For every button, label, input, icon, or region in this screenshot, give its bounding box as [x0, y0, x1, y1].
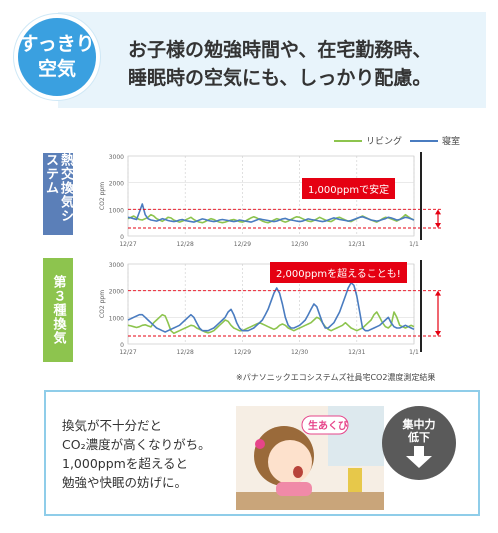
y-tick-label: 3000 [109, 262, 124, 269]
concentration-drop-badge: 集中力 低下 [382, 406, 456, 480]
headline: お子様の勉強時間や、在宅勤務時、 睡眠時の空気にも、しっかり配慮。 [128, 36, 488, 92]
circle-line1: 集中力 [402, 418, 436, 431]
window-frame [328, 406, 384, 466]
panel-text: 換気が不十分だと CO₂濃度が高くなりがち。 1,000ppmを超えると 勉強や… [62, 416, 211, 492]
x-tick-label: 12/27 [119, 349, 136, 356]
y-tick-label: 2000 [109, 289, 124, 296]
y-tick-label: 3000 [109, 154, 124, 161]
co2-charts: リビング 寝室 0 1000 2000 3000 12/27 12/28 12/29 12/3… [99, 135, 460, 356]
x-tick-label: 12/29 [234, 241, 251, 248]
y-tick-label: 0 [120, 342, 124, 349]
x-tick-label: 12/28 [177, 241, 194, 248]
range-arrow-head-down [435, 223, 441, 228]
pen-cup [348, 468, 362, 492]
range-arrow-head-down [435, 331, 441, 336]
circle-line2: 低下 [408, 431, 430, 444]
badge-line2: 空気 [37, 58, 76, 80]
legend: リビング 寝室 [334, 135, 460, 147]
headline-line2: 睡眠時の空気にも、しっかり配慮。 [128, 67, 432, 89]
y-tick-label: 1000 [109, 207, 124, 214]
illustration-tag: 生あくび [308, 419, 348, 432]
source-note: ※パナソニックエコシステムズ社員宅CO2濃度測定結果 [236, 373, 436, 382]
desk [236, 492, 384, 510]
child-mouth [293, 466, 303, 478]
x-tick-label: 12/29 [234, 349, 251, 356]
child-arm [276, 482, 312, 496]
yawning-child-illustration: 生あくび [236, 406, 384, 510]
x-tick-label: 1/1 [409, 349, 419, 356]
range-arrow-head-up [435, 290, 441, 296]
x-tick-label: 12/30 [291, 241, 308, 248]
panel-line2: CO₂濃度が高くなりがち。 [62, 437, 211, 452]
series-line-bedroom [127, 281, 415, 333]
panel-line1: 換気が不十分だと [62, 418, 163, 433]
callout-stable: 1,000ppmで安定 [302, 178, 396, 199]
y-tick-label: 2000 [109, 181, 124, 188]
side-label-heat-exchange: 熱交換気システム [43, 153, 73, 235]
feature-badge: すっきり 空気 [14, 14, 100, 100]
x-tick-label: 12/27 [119, 241, 136, 248]
headline-line1: お子様の勉強時間や、在宅勤務時、 [128, 39, 432, 61]
tag-background [301, 415, 349, 435]
y-tick-label: 0 [120, 234, 124, 241]
callout-exceeds: 2,000ppmを超えることも! [270, 262, 407, 283]
hair-ribbon [255, 439, 265, 449]
header-band [58, 12, 486, 108]
range-arrow-head-up [435, 209, 441, 215]
x-tick-label: 12/31 [348, 241, 365, 248]
y-axis-label: CO2 ppm [99, 290, 106, 318]
badge-line1: すっきり [19, 33, 95, 55]
legend-living-label: リビング [366, 135, 402, 147]
series-line-bedroom [127, 203, 415, 223]
x-tick-label: 12/31 [348, 349, 365, 356]
x-tick-label: 12/28 [177, 349, 194, 356]
y-axis-label: CO2 ppm [99, 182, 106, 210]
panel-line4: 勉強や快眠の妨げに。 [62, 475, 188, 490]
info-panel: 換気が不十分だと CO₂濃度が高くなりがち。 1,000ppmを超えると 勉強や… [44, 390, 480, 516]
panel-line3: 1,000ppmを超えると [62, 456, 188, 471]
y-tick-label: 1000 [109, 315, 124, 322]
child-face [268, 440, 312, 484]
series-line-living [127, 311, 415, 335]
chart-heat-exchange: 0 1000 2000 3000 12/27 12/28 12/29 12/30 12/31 1/… [99, 154, 442, 248]
legend-bedroom-label: 寝室 [442, 135, 460, 147]
x-tick-label: 12/30 [291, 349, 308, 356]
arrow-down-icon [406, 446, 432, 468]
x-tick-label: 1/1 [409, 241, 419, 248]
side-label-type3: 第３種換気 [43, 258, 73, 362]
